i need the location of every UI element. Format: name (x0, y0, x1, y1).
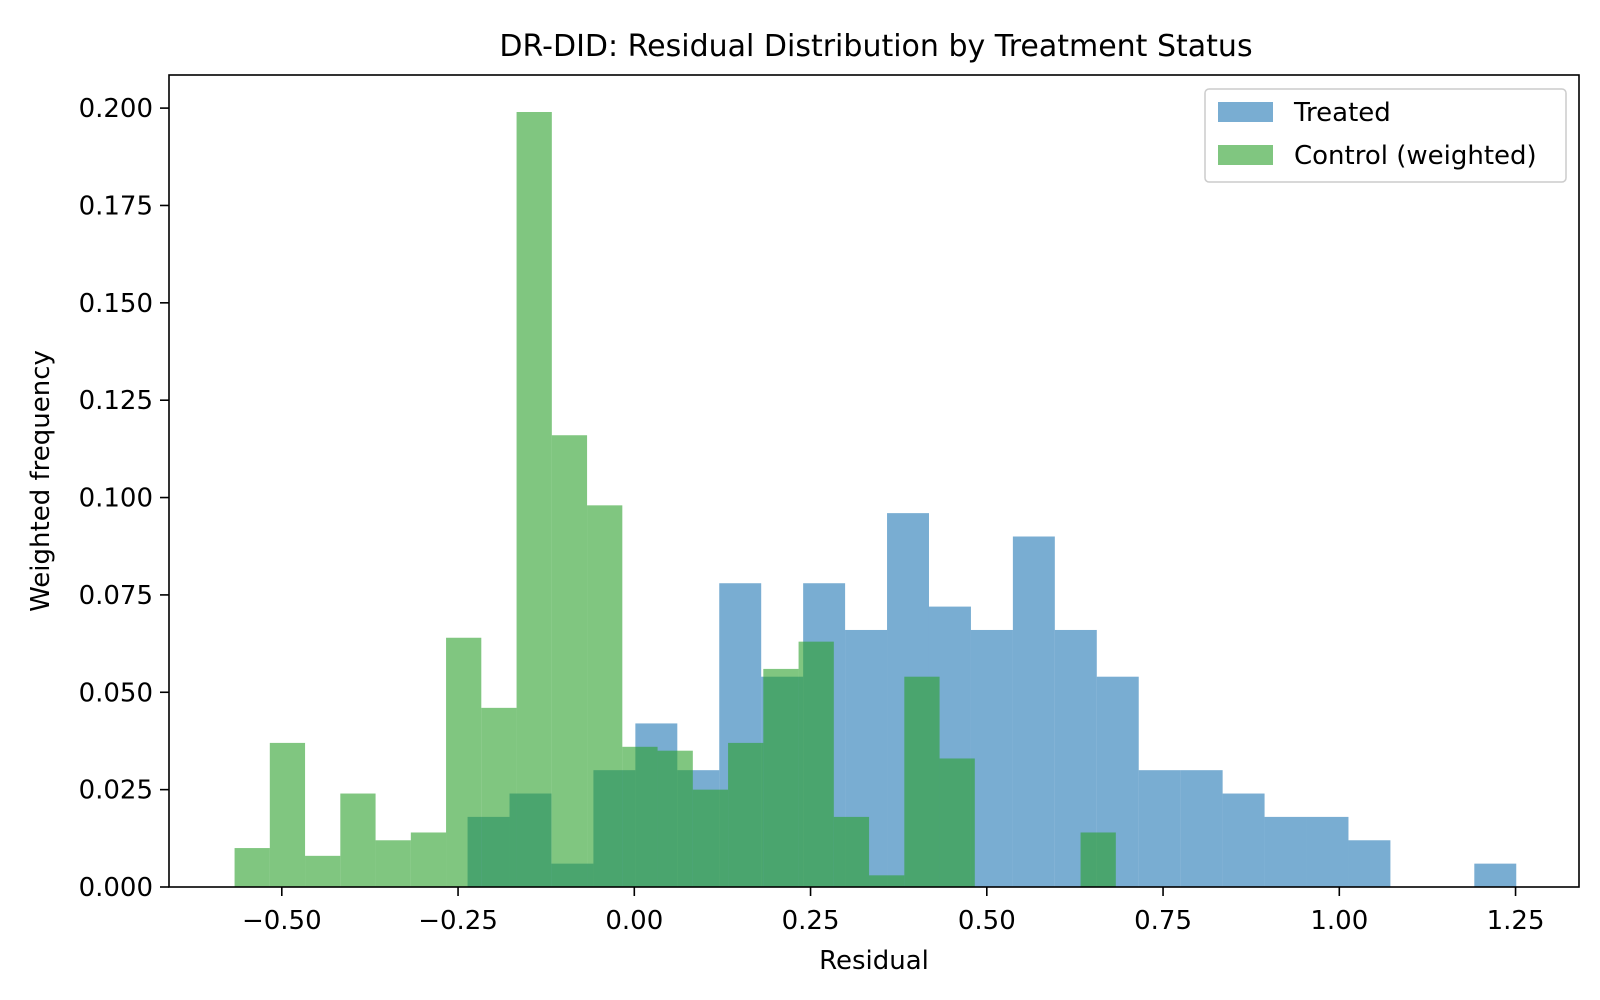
treated-bar (1138, 770, 1181, 887)
y-tick-label: 0.150 (79, 289, 153, 319)
x-tick-label: 1.25 (1487, 906, 1545, 936)
y-axis-label: Weighted frequency (26, 350, 56, 612)
treated-bar (1474, 863, 1517, 887)
control-bar (481, 707, 517, 887)
x-tick-label: −0.25 (418, 906, 498, 936)
legend-box (1204, 88, 1567, 183)
plot-area-frame (168, 74, 1580, 888)
control-bar (340, 793, 376, 887)
y-tick-label: 0.025 (79, 776, 153, 806)
y-tick-label: 0.075 (79, 581, 153, 611)
control-bar (551, 435, 588, 887)
y-axis-ticks: 0.000 0.025 0.050 0.075 0.100 0.125 0.150 0.175… (79, 94, 169, 903)
control-bar (516, 112, 552, 887)
x-tick-label: 0.75 (1134, 906, 1192, 936)
x-axis-label: Residual (819, 946, 929, 976)
control-bar (833, 816, 870, 887)
y-tick-label: 0.000 (79, 873, 153, 903)
treated-bar (1348, 840, 1391, 887)
x-tick-label: 0.00 (605, 906, 663, 936)
y-tick-label: 0.200 (79, 94, 153, 124)
x-tick-label: −0.50 (242, 906, 322, 936)
legend: Treated Control (weighted) (1204, 88, 1567, 183)
control-bar (375, 840, 411, 887)
control-bar (234, 848, 270, 887)
treated-bar (1012, 536, 1055, 887)
control-bar (410, 832, 447, 887)
x-tick-label: 0.25 (782, 906, 840, 936)
x-tick-label: 0.50 (958, 906, 1016, 936)
legend-label-control: Control (weighted) (1294, 141, 1537, 171)
y-tick-label: 0.175 (79, 191, 153, 221)
control-bar (446, 637, 482, 887)
control-bar (657, 750, 693, 887)
control-bar (904, 676, 940, 887)
legend-label-treated: Treated (1293, 98, 1391, 128)
control-bar (692, 789, 729, 887)
bars-layer (234, 112, 1517, 887)
control-bar (728, 742, 764, 887)
control-bar (622, 746, 658, 887)
control-bar (269, 742, 306, 887)
y-tick-label: 0.050 (79, 678, 153, 708)
legend-swatch-treated (1218, 102, 1273, 122)
x-axis-ticks: −0.50 −0.25 0.00 0.25 0.50 0.75 1.00 1.25 (242, 887, 1545, 936)
control-bar (587, 505, 623, 887)
y-tick-label: 0.125 (79, 386, 153, 416)
control-bar (939, 758, 975, 887)
legend-swatch-control (1218, 145, 1273, 165)
control-bar (763, 668, 799, 887)
treated-bar (1222, 793, 1265, 887)
control-bar (798, 641, 834, 887)
control-bar (869, 875, 905, 887)
x-tick-label: 1.00 (1310, 906, 1368, 936)
treated-bar (1180, 770, 1223, 887)
control-bar (1080, 832, 1116, 887)
treated-bar (1306, 816, 1349, 887)
y-tick-label: 0.100 (79, 484, 153, 514)
control-bar (305, 855, 341, 887)
treated-bar (1264, 816, 1307, 887)
chart-title: DR-DID: Residual Distribution by Treatme… (499, 29, 1252, 64)
treated-bar (970, 629, 1013, 887)
